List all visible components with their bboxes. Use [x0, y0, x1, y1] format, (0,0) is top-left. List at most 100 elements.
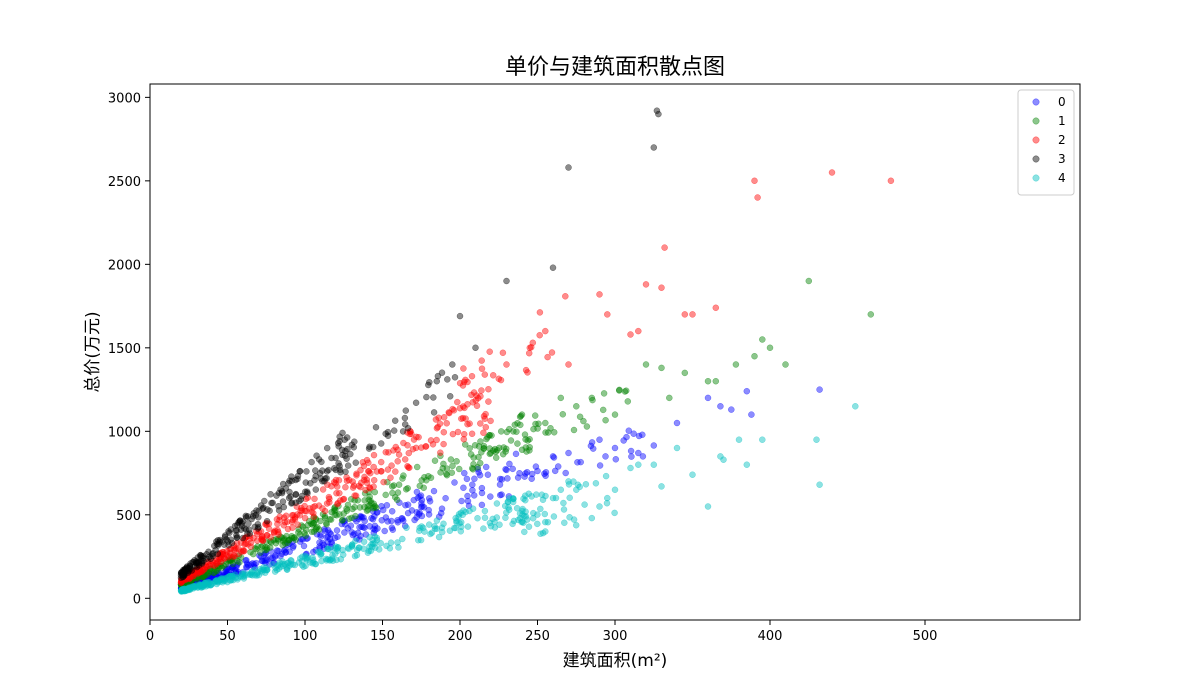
data-point	[369, 540, 377, 547]
data-point	[458, 523, 465, 531]
data-point	[321, 514, 329, 522]
data-point	[316, 539, 323, 546]
data-point	[225, 568, 232, 576]
data-point	[478, 489, 486, 497]
data-point	[653, 107, 661, 114]
data-point	[816, 481, 823, 488]
data-point	[499, 450, 507, 458]
data-point	[544, 353, 551, 361]
data-point	[544, 518, 552, 526]
data-point	[262, 544, 269, 551]
data-point	[446, 409, 453, 417]
data-point	[404, 442, 411, 449]
data-point	[444, 376, 451, 383]
data-point	[489, 372, 497, 379]
data-point	[336, 511, 343, 518]
legend-marker	[1032, 155, 1040, 163]
data-point	[478, 484, 486, 492]
data-point	[681, 311, 689, 318]
data-point	[395, 544, 402, 551]
data-point	[440, 428, 448, 436]
data-point	[316, 470, 324, 477]
data-point	[310, 520, 318, 527]
data-point	[247, 561, 254, 568]
data-point	[560, 506, 568, 513]
data-point	[267, 539, 275, 546]
data-point	[228, 539, 236, 547]
data-point	[264, 506, 271, 513]
y-tick-label: 500	[116, 509, 141, 524]
data-point	[332, 454, 339, 462]
data-point	[628, 453, 635, 460]
data-point	[512, 450, 520, 458]
data-point	[570, 426, 578, 434]
data-point	[599, 406, 607, 414]
data-point	[406, 464, 413, 472]
data-point	[343, 455, 350, 462]
data-point	[435, 533, 443, 541]
data-point	[394, 458, 401, 465]
data-point	[333, 527, 341, 534]
data-point	[460, 365, 467, 372]
data-point	[394, 516, 401, 524]
data-point	[430, 409, 438, 416]
data-point	[265, 525, 273, 533]
data-point	[509, 495, 517, 502]
data-point	[371, 503, 379, 510]
data-point	[251, 523, 259, 531]
data-point	[356, 504, 364, 511]
data-point	[368, 541, 375, 548]
data-point	[852, 403, 859, 410]
data-point	[625, 427, 633, 434]
data-point	[214, 550, 222, 558]
x-tick-label: 250	[525, 629, 550, 644]
data-point	[245, 571, 252, 578]
x-tick-label: 300	[603, 629, 628, 644]
x-tick-label: 50	[219, 629, 236, 644]
data-point	[261, 497, 268, 505]
data-point	[233, 534, 241, 541]
data-point	[372, 424, 380, 431]
data-point	[526, 344, 534, 352]
data-point	[208, 551, 216, 558]
data-point	[234, 521, 241, 529]
data-point	[246, 535, 254, 542]
data-point	[627, 447, 635, 455]
data-point	[434, 423, 442, 431]
data-point	[461, 469, 468, 477]
data-point	[521, 528, 528, 536]
data-point	[732, 361, 740, 368]
data-point	[286, 548, 293, 555]
data-point	[611, 444, 619, 452]
data-point	[427, 437, 435, 444]
data-point	[364, 506, 372, 513]
data-point	[542, 429, 549, 436]
data-point	[516, 514, 524, 522]
data-point	[782, 361, 789, 368]
y-tick-label: 2000	[108, 258, 141, 273]
data-point	[623, 433, 630, 441]
data-point	[232, 545, 240, 552]
x-tick-label: 0	[146, 629, 154, 644]
data-point	[348, 441, 356, 449]
data-point	[323, 557, 330, 564]
data-point	[514, 474, 522, 481]
data-point	[592, 480, 600, 487]
data-point	[323, 521, 330, 528]
data-point	[234, 576, 241, 583]
y-axis: 0 500 1000 1500 2000 2500 3000	[108, 91, 150, 607]
data-point	[480, 445, 488, 452]
data-point	[308, 520, 315, 528]
data-point	[471, 442, 479, 449]
data-point	[262, 546, 269, 554]
data-point	[430, 487, 438, 495]
data-point	[542, 327, 549, 335]
data-point	[450, 407, 458, 414]
data-point	[363, 456, 371, 464]
data-point	[318, 458, 325, 466]
data-point	[263, 517, 271, 525]
data-point	[356, 524, 363, 531]
y-tick-label: 1000	[108, 425, 141, 440]
data-point	[560, 499, 567, 507]
data-point	[363, 476, 371, 483]
